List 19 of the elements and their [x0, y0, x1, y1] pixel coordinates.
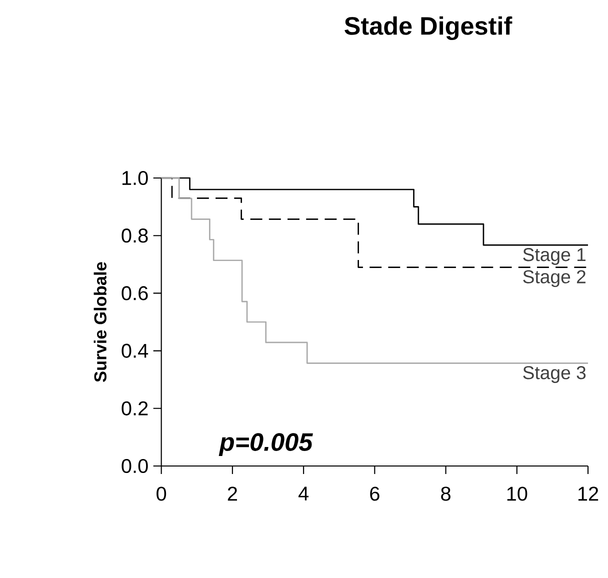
series-label: Stage 2 [523, 270, 586, 288]
series-label: Stage 1 [523, 248, 586, 265]
y-tick-label: 1.0 [122, 170, 148, 186]
y-tick-label: 0.2 [122, 401, 148, 416]
x-tick-label: 12 [578, 486, 598, 501]
y-tick-label: 0.6 [122, 286, 148, 300]
y-tick-label: 0.4 [122, 344, 148, 358]
x-tick-label: 10 [507, 486, 528, 501]
annotation: p=0.005 [218, 433, 313, 456]
series-label: Stage 3 [523, 366, 586, 383]
x-tick-label: 4 [298, 486, 309, 500]
x-tick-label: 2 [228, 486, 237, 501]
x-tick-label: 6 [370, 486, 380, 501]
chart-title: Stade Digestif [344, 16, 512, 40]
y-tick-label: 0.0 [122, 458, 148, 474]
y-axis-title: Survie Globale [94, 262, 106, 382]
x-tick-label: 0 [156, 486, 166, 501]
y-tick-label: 0.8 [122, 228, 148, 243]
x-tick-label: 8 [441, 486, 450, 501]
